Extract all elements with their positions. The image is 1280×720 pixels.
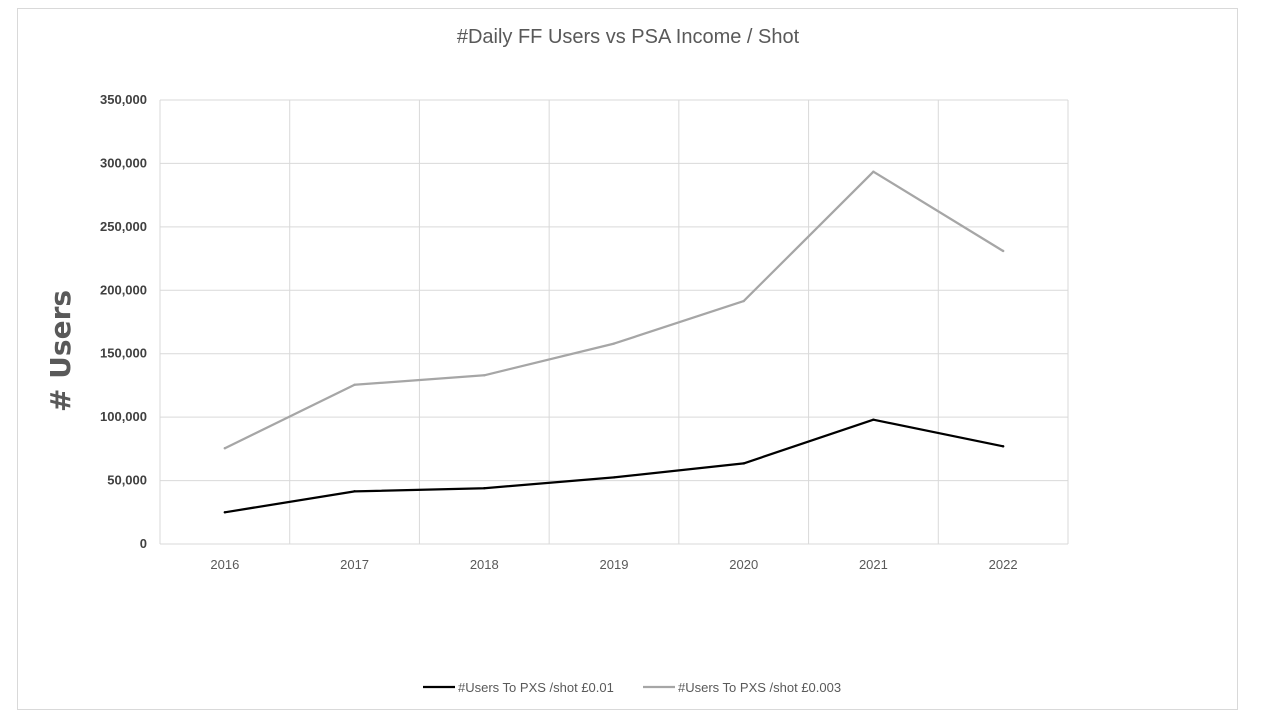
y-tick-label: 50,000 bbox=[107, 473, 147, 488]
y-tick-label: 250,000 bbox=[100, 219, 147, 234]
series-1-point bbox=[742, 462, 745, 465]
legend: #Users To PXS /shot £0.01 #Users To PXS /… bbox=[423, 680, 841, 695]
series-1-point bbox=[223, 511, 227, 514]
series-2-point bbox=[223, 447, 227, 450]
series-line-2 bbox=[223, 170, 1005, 450]
y-tick-label: 150,000 bbox=[100, 346, 147, 361]
y-tick-label: 0 bbox=[140, 536, 147, 551]
x-tick-label: 2020 bbox=[729, 557, 758, 572]
x-tick-label: 2022 bbox=[989, 557, 1018, 572]
series-1-point bbox=[1001, 445, 1005, 448]
y-axis-title: # Users bbox=[44, 290, 77, 412]
y-tick-label: 200,000 bbox=[100, 282, 147, 297]
series-2-point bbox=[1001, 249, 1005, 253]
line-chart: #Daily FF Users vs PSA Income / Shot # U… bbox=[44, 26, 1069, 695]
chart-title: #Daily FF Users vs PSA Income / Shot bbox=[457, 26, 800, 48]
x-tick-label: 2021 bbox=[859, 557, 888, 572]
series-1-point bbox=[353, 490, 356, 493]
series-1-point bbox=[872, 418, 875, 421]
y-tick-label: 350,000 bbox=[100, 92, 147, 107]
chart-area: #Daily FF Users vs PSA Income / Shot # U… bbox=[17, 8, 1238, 710]
x-tick-label: 2018 bbox=[470, 557, 499, 572]
y-axis-ticks: 0 50,000 100,000 150,000 200,000 250,000 300,0… bbox=[100, 92, 147, 551]
series-lines bbox=[223, 170, 1005, 514]
series-2-point bbox=[483, 374, 486, 377]
series-1-point bbox=[483, 486, 486, 490]
x-tick-label: 2016 bbox=[210, 557, 239, 572]
legend-label: #Users To PXS /shot £0.01 bbox=[458, 680, 614, 695]
series-line-1 bbox=[223, 418, 1005, 514]
legend-label: #Users To PXS /shot £0.003 bbox=[678, 680, 841, 695]
y-tick-label: 100,000 bbox=[100, 409, 147, 424]
x-tick-label: 2017 bbox=[340, 557, 369, 572]
series-2-point bbox=[353, 383, 356, 386]
series-2-point bbox=[872, 170, 875, 173]
x-tick-label: 2019 bbox=[600, 557, 629, 572]
series-1-point bbox=[612, 476, 616, 479]
x-axis-ticks: 2016 2017 2018 2019 2020 2021 2022 bbox=[210, 557, 1017, 572]
series-2-point bbox=[742, 299, 745, 303]
series-2-point bbox=[612, 342, 616, 345]
y-tick-label: 300,000 bbox=[100, 155, 147, 170]
